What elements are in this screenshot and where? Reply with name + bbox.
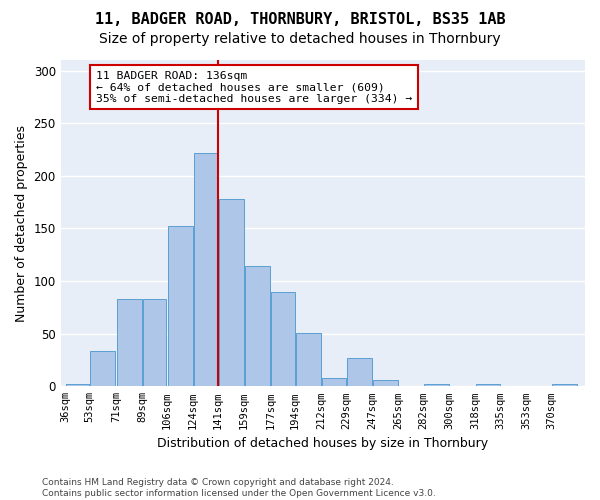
Bar [245, 266, 270, 386]
Text: Contains HM Land Registry data © Crown copyright and database right 2024.
Contai: Contains HM Land Registry data © Crown c… [42, 478, 436, 498]
Bar [552, 384, 577, 386]
Bar [271, 292, 295, 386]
Text: Size of property relative to detached houses in Thornbury: Size of property relative to detached ho… [99, 32, 501, 46]
Bar [347, 358, 372, 386]
Bar [65, 384, 89, 386]
Bar [167, 226, 193, 386]
Bar [322, 378, 346, 386]
Bar [424, 384, 449, 386]
Bar [218, 199, 244, 386]
X-axis label: Distribution of detached houses by size in Thornbury: Distribution of detached houses by size … [157, 437, 488, 450]
Bar [373, 380, 398, 386]
Y-axis label: Number of detached properties: Number of detached properties [15, 124, 28, 322]
Bar [116, 299, 142, 386]
Bar [476, 384, 500, 386]
Bar [91, 350, 115, 386]
Bar [143, 299, 166, 386]
Text: 11 BADGER ROAD: 136sqm
← 64% of detached houses are smaller (609)
35% of semi-de: 11 BADGER ROAD: 136sqm ← 64% of detached… [95, 70, 412, 104]
Bar [296, 332, 321, 386]
Bar [194, 152, 217, 386]
Text: 11, BADGER ROAD, THORNBURY, BRISTOL, BS35 1AB: 11, BADGER ROAD, THORNBURY, BRISTOL, BS3… [95, 12, 505, 28]
